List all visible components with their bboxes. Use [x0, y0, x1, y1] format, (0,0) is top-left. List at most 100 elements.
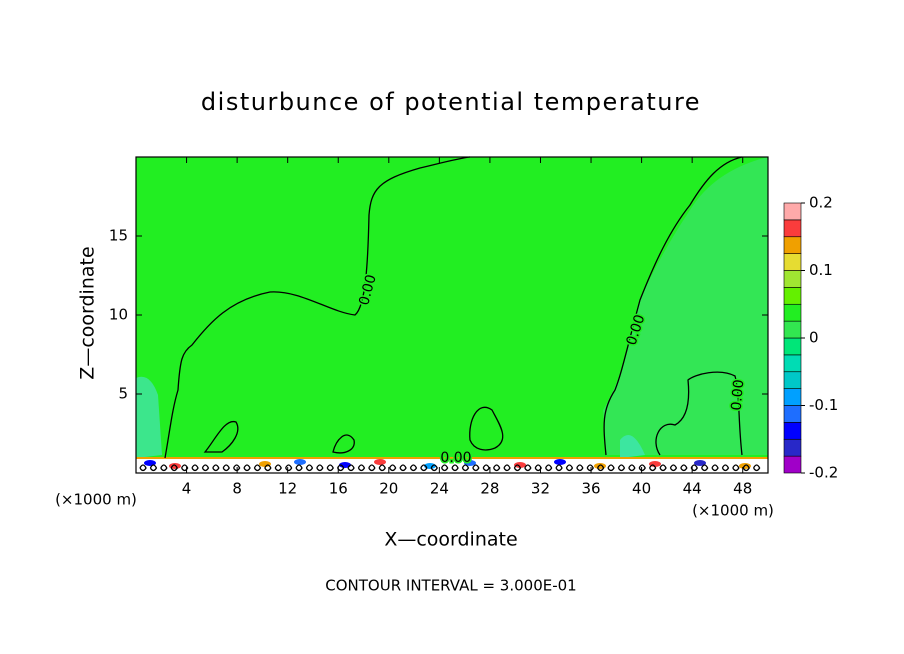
boundary-contour [139, 464, 147, 472]
boundary-contour [638, 464, 646, 472]
boundary-contour [513, 464, 522, 472]
colorbar-band [783, 320, 802, 339]
colorbar-band [783, 438, 802, 457]
boundary-contour [649, 464, 657, 472]
colorbar-band [783, 371, 802, 389]
boundary-blob [374, 459, 386, 465]
x-tick-label: 32 [531, 480, 550, 498]
boundary-contour [441, 464, 449, 472]
contour-line [603, 156, 743, 456]
boundary-contour [409, 464, 418, 472]
boundary-contour [212, 464, 220, 472]
colorbar-tick-label: -0.1 [809, 396, 838, 414]
boundary-blob [554, 459, 566, 465]
boundary-contour [545, 464, 553, 472]
colorbar-band [783, 219, 802, 238]
colorbar-tick-label: 0.2 [809, 194, 833, 212]
boundary-contour [597, 464, 605, 472]
boundary-blob [294, 459, 306, 465]
boundary-contour [430, 464, 438, 472]
boundary-contour [378, 464, 386, 472]
boundary-contour [191, 464, 199, 472]
boundary-contour [160, 464, 168, 472]
boundary-contour [503, 464, 511, 472]
contour-label: 0.00 [729, 379, 748, 411]
boundary-contour [326, 464, 334, 472]
colorbar-band [783, 202, 802, 221]
colorbar-band [783, 405, 802, 423]
boundary-contour [493, 464, 501, 472]
boundary-contour [534, 464, 542, 472]
boundary-contour [586, 464, 594, 472]
boundary-contour [337, 464, 345, 472]
boundary-contour [524, 464, 532, 472]
chart-title: disturbunce of potential temperature [201, 88, 701, 116]
colorbar-band [783, 337, 802, 356]
x-tick-label: 48 [733, 480, 752, 498]
x-tick-label: 16 [329, 480, 348, 498]
boundary-contour [274, 464, 282, 472]
x-tick-label: 40 [632, 480, 651, 498]
boundary-blob [464, 460, 476, 466]
boundary-contour [243, 464, 251, 472]
boundary-contour [264, 464, 272, 472]
colorbar-band [783, 354, 802, 373]
contour-line [164, 156, 471, 459]
x-unit: (×1000 m) [692, 502, 774, 520]
y-tick-label: 5 [118, 385, 128, 403]
shaded-region [620, 435, 645, 458]
colorbar-band [783, 422, 802, 440]
colorbar-tick-label: 0.1 [809, 261, 833, 279]
colorbar-band [783, 455, 802, 474]
boundary-contour [721, 464, 730, 472]
shaded-region [603, 157, 768, 455]
boundary-contour [461, 464, 470, 472]
x-tick-label: 8 [232, 480, 242, 498]
boundary-contour [607, 464, 615, 472]
contour-line [655, 371, 743, 456]
colorbar-band [783, 236, 802, 254]
colorbar-band [783, 253, 802, 271]
boundary-contour [170, 464, 178, 472]
y-tick-label: 10 [109, 306, 128, 324]
boundary-contour [181, 464, 189, 472]
x-tick-label: 36 [581, 480, 600, 498]
boundary-contour [576, 464, 584, 472]
contour-line [203, 421, 239, 453]
boundary-contour [555, 464, 563, 472]
boundary-contour [753, 464, 761, 472]
x-tick-label: 44 [683, 480, 702, 498]
boundary-contour [389, 464, 397, 472]
boundary-contour [711, 464, 719, 472]
boundary-contour [357, 464, 366, 472]
boundary-contour [368, 464, 376, 472]
boundary-contour [305, 464, 314, 472]
boundary-contour [347, 464, 355, 472]
x-tick-label: 20 [379, 480, 398, 498]
boundary-contour [233, 464, 241, 472]
boundary-contour [482, 464, 490, 472]
colorbar-band [783, 388, 802, 406]
x-tick-label: 24 [430, 480, 449, 498]
boundary-contour [222, 464, 230, 472]
x-tick-label: 4 [182, 480, 192, 498]
boundary-contour [669, 464, 678, 472]
boundary-contour [617, 464, 626, 472]
x-tick-label: 28 [480, 480, 499, 498]
boundary-contour [451, 464, 459, 472]
y-tick-label: 15 [109, 227, 128, 245]
boundary-contour [732, 464, 740, 472]
colorbar-tick-label: 0 [809, 329, 819, 347]
boundary-contour [201, 464, 210, 472]
colorbar-band [783, 270, 802, 288]
boundary-contour [701, 464, 709, 472]
colorbar-tick-label: -0.2 [809, 464, 838, 482]
y-axis-label: Z—coordinate [77, 246, 99, 379]
boundary-contour [628, 464, 636, 472]
y-unit: (×1000 m) [55, 491, 137, 509]
boundary-blob [514, 462, 526, 468]
boundary-contour [742, 464, 750, 472]
x-tick-label: 12 [278, 480, 297, 498]
footnote: CONTOUR INTERVAL = 3.000E-01 [325, 577, 576, 595]
